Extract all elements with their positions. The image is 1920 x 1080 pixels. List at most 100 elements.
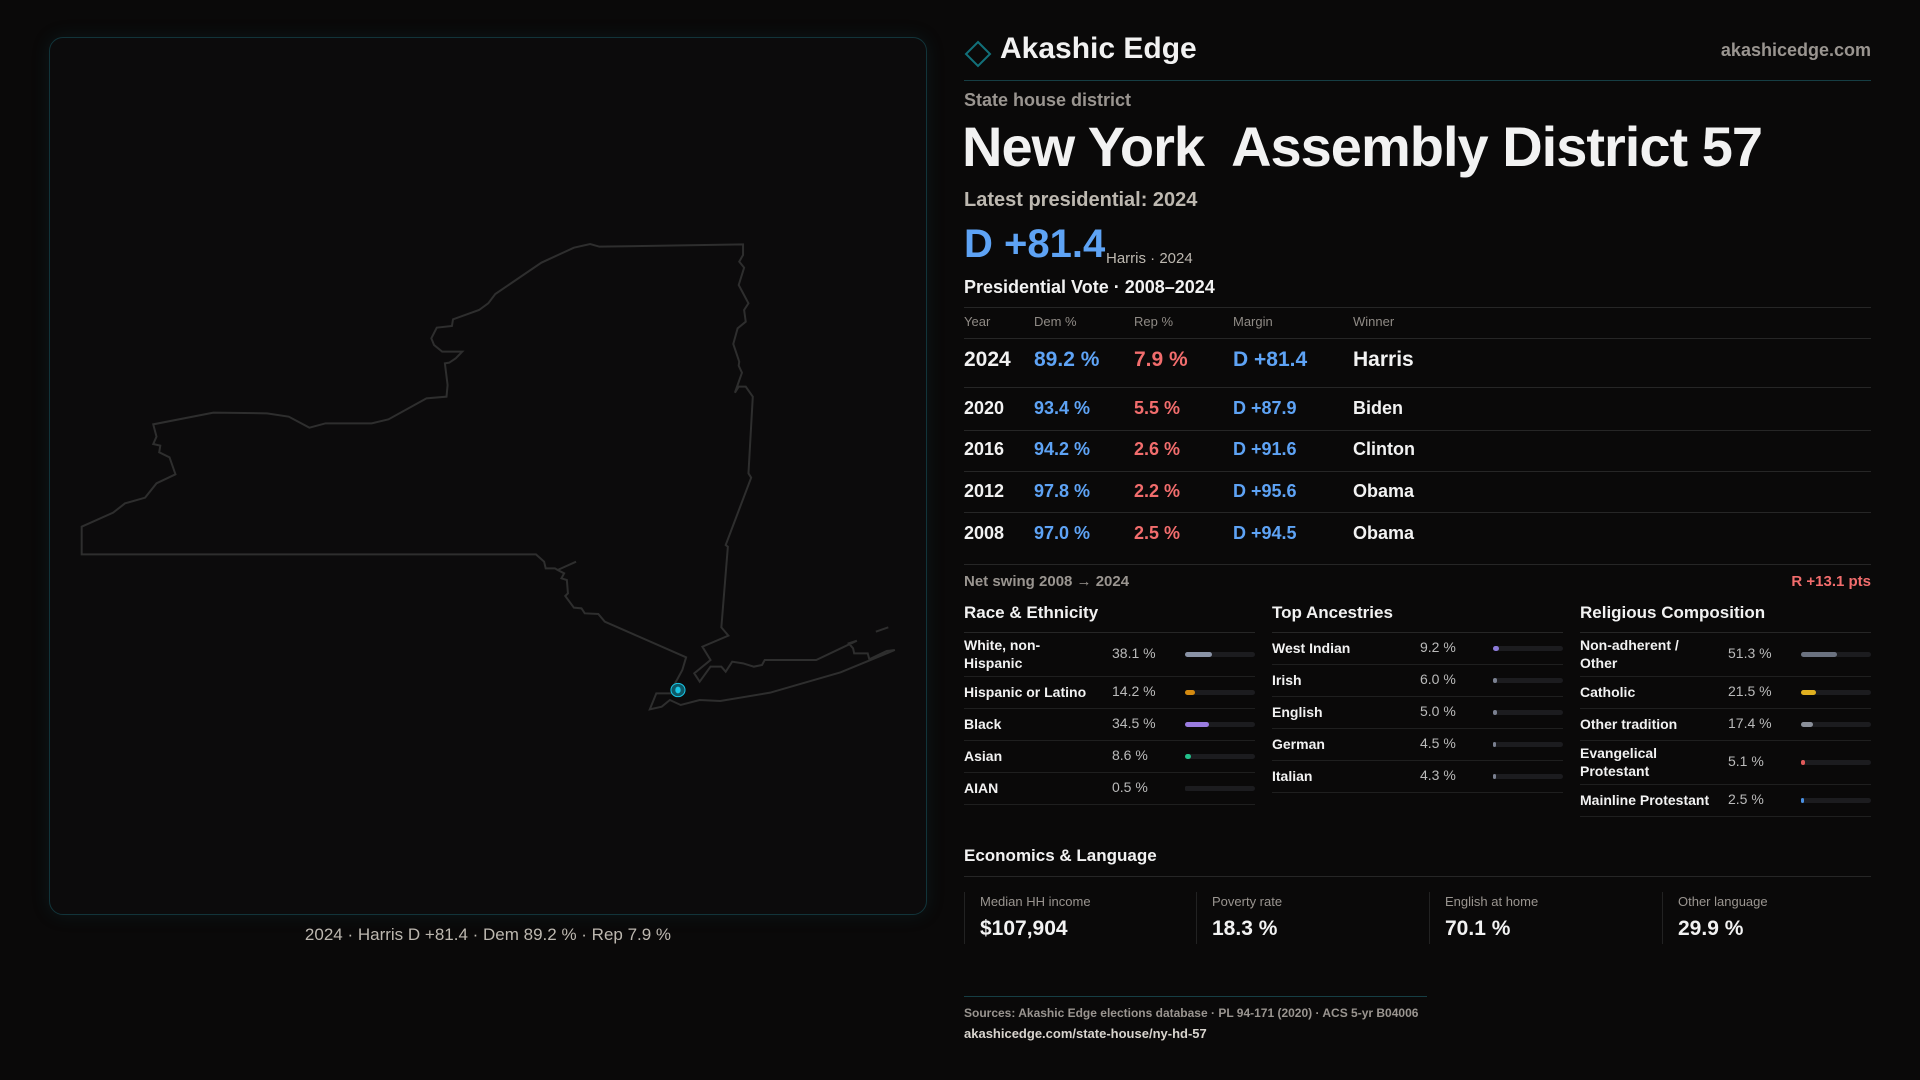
item-bar: [1185, 652, 1255, 657]
item-label: English: [1272, 704, 1323, 720]
item-bar: [1185, 754, 1255, 759]
cell-rep: 2.6 %: [1134, 439, 1181, 459]
district-highlight-core: [675, 686, 681, 694]
religion-title: Religious Composition: [1580, 603, 1766, 622]
item-label: Hispanic or Latino: [964, 684, 1087, 700]
item-value: 21.5 %: [1728, 683, 1772, 699]
item-bar-fill: [1185, 754, 1192, 759]
cell-margin: D +94.5: [1233, 523, 1297, 543]
cell-year: 2016: [964, 439, 1005, 459]
econ-card: Poverty rate 18.3 %: [1196, 892, 1426, 944]
item-label: AIAN: [964, 780, 999, 796]
item-bar-fill: [1801, 798, 1804, 803]
item-bar-fill: [1185, 690, 1195, 695]
item-label: Other tradition: [1580, 716, 1678, 732]
item-value: 8.6 %: [1112, 747, 1148, 763]
item-value: 9.2 %: [1420, 639, 1456, 655]
header-divider: [964, 80, 1871, 81]
cell-dem: 97.0 %: [1034, 523, 1091, 543]
cell-dem: 93.4 %: [1034, 398, 1091, 418]
item-label: Mainline Protestant: [1580, 792, 1710, 808]
cell-rep: 2.2 %: [1134, 481, 1181, 501]
col-dem: Dem %: [1034, 314, 1077, 329]
cell-year: 2024: [964, 348, 1011, 371]
item-value: 4.5 %: [1420, 735, 1456, 751]
item-value: 38.1 %: [1112, 645, 1156, 661]
cell-margin: D +95.6: [1233, 481, 1297, 501]
item-value: 34.5 %: [1112, 715, 1156, 731]
cell-winner: Clinton: [1353, 439, 1415, 459]
latest-winner: Harris · 2024: [1106, 250, 1193, 267]
cell-year: 2008: [964, 523, 1005, 543]
item-label: White, non-Hispanic: [964, 637, 1041, 671]
item-value: 17.4 %: [1728, 715, 1772, 731]
econ-label: English at home: [1445, 894, 1539, 909]
ancestry-title: Top Ancestries: [1272, 603, 1393, 622]
race-title: Race & Ethnicity: [964, 603, 1099, 622]
item-bar: [1493, 678, 1563, 683]
item-bar-fill: [1185, 722, 1210, 727]
cell-winner: Harris: [1353, 348, 1414, 371]
item-value: 14.2 %: [1112, 683, 1156, 699]
state-map[interactable]: [60, 220, 910, 720]
item-bar: [1801, 652, 1871, 657]
cell-dem: 94.2 %: [1034, 439, 1091, 459]
swing-label: Net swing 2008 → 2024: [964, 573, 1130, 590]
item-bar: [1801, 722, 1871, 727]
cell-margin: D +81.4: [1233, 348, 1308, 371]
page-title: New York Assembly District 57: [962, 115, 1763, 178]
latest-label: Latest presidential: 2024: [964, 189, 1198, 211]
col-winner: Winner: [1353, 314, 1395, 329]
cell-rep: 5.5 %: [1134, 398, 1181, 418]
permalink[interactable]: akashicedge.com/state-house/ny-hd-57: [964, 1026, 1207, 1041]
latest-margin: D +81.4: [964, 222, 1106, 266]
map-panel[interactable]: [49, 37, 927, 915]
econ-label: Poverty rate: [1212, 894, 1283, 909]
item-value: 51.3 %: [1728, 645, 1772, 661]
item-value: 4.3 %: [1420, 767, 1456, 783]
cell-winner: Biden: [1353, 398, 1404, 418]
item-label: Evangelical Protestant: [1580, 745, 1658, 779]
cell-dem: 97.8 %: [1034, 481, 1091, 501]
brand-name: Akashic Edge: [1000, 32, 1197, 65]
cell-year: 2012: [964, 481, 1005, 501]
item-bar-fill: [1801, 760, 1805, 765]
item-label: Irish: [1272, 672, 1302, 688]
item-bar-fill: [1493, 646, 1500, 651]
econ-value: $107,904: [980, 917, 1068, 940]
cell-margin: D +91.6: [1233, 439, 1297, 459]
item-label: Asian: [964, 748, 1003, 764]
econ-value: 70.1 %: [1445, 917, 1511, 940]
item-bar: [1185, 786, 1255, 791]
item-value: 2.5 %: [1728, 791, 1764, 807]
econ-label: Median HH income: [980, 894, 1091, 909]
map-caption: 2024 · Harris D +81.4 · Dem 89.2 % · Rep…: [304, 925, 672, 944]
col-rep: Rep %: [1134, 314, 1174, 329]
item-value: 5.0 %: [1420, 703, 1456, 719]
district-kind: State house district: [964, 90, 1132, 110]
item-bar-fill: [1801, 652, 1837, 657]
table-title: Presidential Vote · 2008–2024: [964, 277, 1215, 297]
cell-year: 2020: [964, 398, 1005, 418]
item-bar: [1801, 690, 1871, 695]
item-bar-fill: [1493, 710, 1497, 715]
cell-winner: Obama: [1353, 481, 1415, 501]
cell-rep: 2.5 %: [1134, 523, 1181, 543]
item-bar-fill: [1801, 722, 1814, 727]
item-value: 0.5 %: [1112, 779, 1148, 795]
item-bar: [1493, 710, 1563, 715]
item-bar-fill: [1493, 742, 1497, 747]
item-bar: [1185, 690, 1255, 695]
state-outline: [82, 244, 895, 709]
item-bar: [1493, 774, 1563, 779]
col-year: Year: [964, 314, 991, 329]
site-link[interactable]: akashicedge.com: [1720, 40, 1871, 60]
item-bar: [1493, 646, 1563, 651]
brand-diamond-icon: [964, 40, 992, 68]
col-margin: Margin: [1233, 314, 1273, 329]
item-label: Non-adherent / Other: [1580, 637, 1679, 671]
item-bar: [1801, 760, 1871, 765]
item-label: Italian: [1272, 768, 1313, 784]
cell-dem: 89.2 %: [1034, 348, 1100, 371]
item-label: German: [1272, 736, 1325, 752]
